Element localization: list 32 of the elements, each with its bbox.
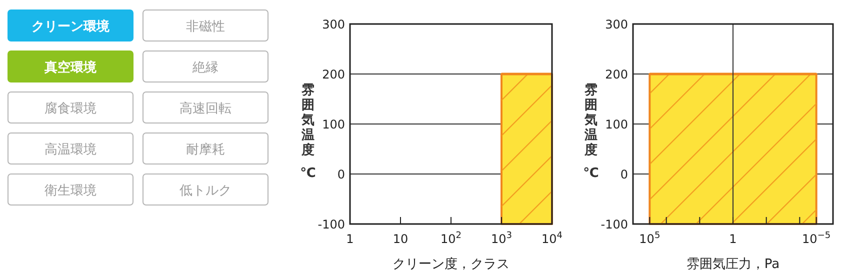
category-label: 衛生環境 [44, 182, 96, 198]
x-tick-label: 10 [392, 232, 408, 246]
category-label: 低トルク [180, 184, 232, 198]
y-tick-label: 300 [605, 18, 628, 32]
category-label: 耐摩耗 [186, 142, 225, 158]
category-label: 高温環境 [44, 142, 96, 158]
y-tick-label: -100 [318, 218, 345, 232]
y-axis-title: 雰囲気温度 ℃ [300, 83, 316, 181]
category-label: 絶縁 [192, 60, 218, 76]
category-label: 非磁性 [186, 20, 225, 34]
y-axis-title: 雰囲気温度 ℃ [583, 83, 599, 181]
x-tick-label: 10$^{4}$ [541, 231, 563, 246]
category-label: クリーン環境 [32, 18, 110, 34]
x-axis-title: クリーン度，クラス [392, 256, 510, 272]
x-tick-label: 10$^{−5}$ [802, 231, 831, 246]
y-tick-label: 300 [322, 18, 345, 32]
category-label: 高速回転 [180, 100, 232, 116]
x-axis-title: 雰囲気圧力，Pa [686, 257, 780, 272]
x-tick-label: 1 [346, 232, 354, 246]
y-tick-label: 100 [322, 118, 345, 132]
y-tick-label: 0 [620, 168, 628, 182]
y-tick-label: 200 [605, 68, 628, 82]
y-tick-label: 100 [605, 118, 628, 132]
category-label: 腐食環境 [44, 100, 96, 116]
x-tick-label: 10$^{5}$ [639, 231, 660, 246]
x-tick-label: 1 [729, 232, 737, 246]
category-label: 真空環境 [44, 60, 98, 76]
y-tick-label: 0 [337, 168, 345, 182]
y-tick-label: 200 [322, 68, 345, 82]
x-tick-label: 10$^{3}$ [490, 231, 512, 246]
x-tick-label: 10$^{2}$ [440, 231, 462, 246]
y-tick-label: -100 [600, 218, 628, 232]
